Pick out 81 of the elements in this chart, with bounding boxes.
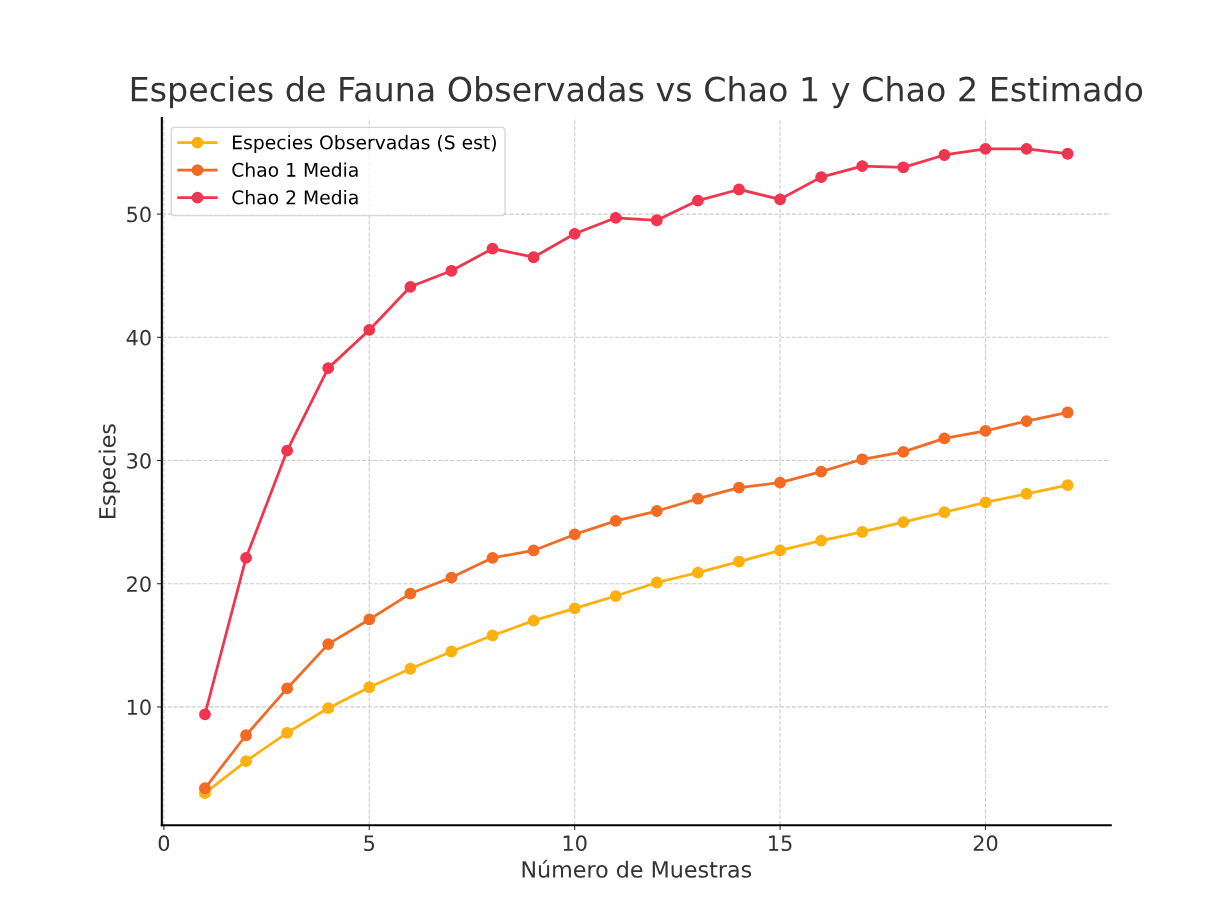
legend-label: Especies Observadas (S est) — [233, 134, 496, 154]
point — [856, 160, 869, 172]
point — [568, 528, 581, 541]
point — [445, 264, 458, 277]
point — [897, 445, 910, 458]
point — [897, 516, 910, 529]
point — [692, 194, 704, 207]
legend-label: Chao 1 Media — [232, 162, 358, 177]
point — [486, 242, 499, 255]
x-tick-label: 5 — [364, 835, 375, 852]
point — [938, 506, 951, 519]
point — [486, 629, 499, 642]
point — [199, 782, 211, 795]
point — [897, 161, 910, 174]
point — [856, 526, 869, 538]
point — [527, 614, 540, 627]
point — [609, 211, 622, 224]
point — [1061, 479, 1074, 492]
x-tick-label: 20 — [973, 835, 998, 852]
point — [815, 465, 828, 478]
point — [322, 702, 335, 715]
point — [650, 214, 663, 227]
y-tick-label: 50 — [127, 206, 151, 223]
point — [1020, 415, 1033, 427]
y-tick-label: 40 — [126, 329, 151, 346]
point — [568, 602, 581, 615]
point — [527, 544, 540, 557]
point — [609, 514, 622, 527]
point — [650, 505, 663, 517]
point — [1061, 147, 1074, 160]
point — [281, 682, 294, 695]
point — [322, 362, 335, 375]
point — [774, 544, 786, 557]
x-tick-label: 0 — [158, 835, 170, 852]
y-axis-title: Especies — [98, 424, 121, 518]
point — [281, 726, 294, 739]
point — [240, 755, 252, 768]
point — [240, 551, 252, 564]
point — [815, 534, 828, 547]
chart-title: Especies de Fauna Observadas vs Chao 1 y Chao 2 Estimado — [131, 76, 1143, 109]
point — [979, 496, 992, 509]
point — [404, 280, 417, 293]
point — [404, 662, 417, 675]
x-axis-title: Número de Muestras — [522, 859, 752, 878]
x-tick-label: 15 — [769, 835, 792, 852]
point — [815, 171, 828, 184]
point — [650, 576, 663, 589]
point — [733, 481, 745, 494]
point — [486, 551, 499, 564]
y-tick-label: 30 — [127, 452, 151, 469]
point — [527, 251, 540, 264]
x-tick-label: 10 — [563, 835, 587, 852]
point — [733, 183, 745, 196]
point — [568, 227, 581, 240]
point — [774, 193, 786, 206]
point — [199, 708, 211, 721]
point — [445, 571, 458, 584]
point — [322, 638, 335, 650]
point — [692, 566, 704, 579]
point — [774, 476, 786, 489]
point — [363, 324, 376, 336]
point — [1061, 406, 1074, 419]
point — [692, 492, 704, 505]
point — [938, 432, 951, 445]
point — [979, 142, 992, 155]
point — [733, 555, 745, 568]
point — [979, 425, 992, 437]
point — [281, 444, 294, 457]
point — [1020, 142, 1033, 155]
point — [363, 613, 376, 626]
point — [404, 587, 417, 600]
point — [609, 590, 622, 602]
y-tick-label: 10 — [127, 699, 151, 716]
point — [363, 681, 376, 694]
point — [856, 453, 869, 466]
y-tick-label: 20 — [127, 576, 151, 592]
point — [240, 729, 252, 742]
point — [938, 149, 951, 161]
legend-label: Chao 2 Media — [232, 189, 358, 205]
point — [1020, 487, 1033, 500]
point — [445, 645, 458, 658]
